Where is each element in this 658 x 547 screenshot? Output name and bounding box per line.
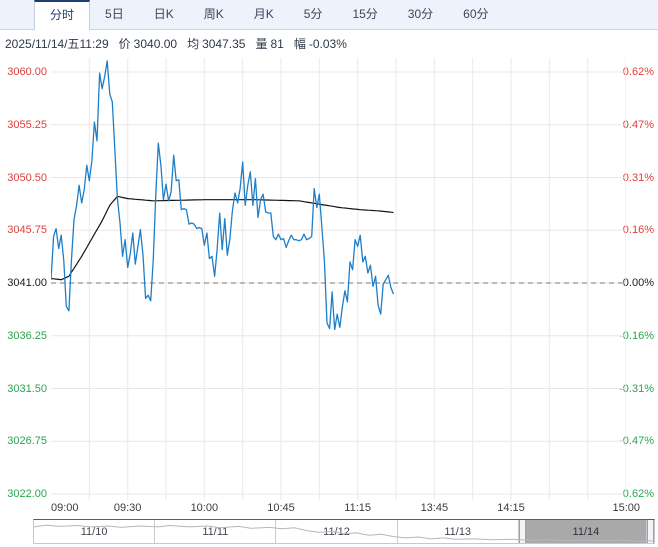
x-axis-time-label: 11:15 <box>344 502 372 514</box>
tab-15分[interactable]: 15分 <box>352 7 378 21</box>
status-field: 幅 -0.03% <box>293 36 347 51</box>
intraday-price-plot[interactable] <box>50 58 627 500</box>
y-axis-percent-label: 0.62% <box>622 66 654 78</box>
status-fields: 价 3040.00 均 3047.35 量 81 幅 -0.03% <box>109 35 347 52</box>
navigator-day-11-14[interactable]: 11/14 <box>525 520 648 543</box>
navigator-day-11-10[interactable]: 11/10 <box>34 520 156 543</box>
y-axis-percent-label: -0.62% <box>619 488 654 500</box>
navigator-day-11-12[interactable]: 11/12 <box>276 520 398 543</box>
tab-60分[interactable]: 60分 <box>463 7 489 21</box>
tab-日K[interactable]: 日K <box>153 7 174 21</box>
date-range-navigator[interactable]: 11/10 11/11 11/12 11/13 11/14 <box>33 519 655 544</box>
y-axis-price-label: 3055.25 <box>7 118 47 131</box>
tab-30分[interactable]: 30分 <box>407 7 434 21</box>
plot-svg <box>50 58 627 500</box>
price-line <box>50 60 395 331</box>
navigator-right-handle[interactable] <box>647 520 655 543</box>
y-axis-price-label: 3022.00 <box>7 488 47 500</box>
x-axis-time-label: 13:45 <box>420 502 449 514</box>
y-axis-percent-label: -0.00% <box>619 277 654 289</box>
y-axis-percent-label: -0.31% <box>619 382 654 395</box>
tab-5日[interactable]: 5日 <box>105 7 124 21</box>
y-axis-percent-label: -0.47% <box>619 435 654 448</box>
status-bar: 2025/11/14/五11:29 价 3040.00 均 3047.35 量 81 幅 -0… <box>0 30 658 56</box>
status-field: 价 3040.00 <box>118 36 178 51</box>
status-field: 量 81 <box>255 36 284 51</box>
x-axis-time-label: 09:30 <box>113 502 142 514</box>
y-axis-percent-label: -0.16% <box>619 329 654 342</box>
x-axis-time-label: 15:00 <box>612 502 640 514</box>
y-axis-price-label: 3026.75 <box>7 435 47 448</box>
tab-月K[interactable]: 月K <box>253 7 274 21</box>
y-axis-price-label: 3060.00 <box>7 66 47 78</box>
x-axis-time-label: 14:15 <box>497 502 525 514</box>
navigator-left-handle[interactable] <box>518 520 526 543</box>
y-axis-price-label: 3041.00 <box>7 277 47 289</box>
y-axis-percent-label: 0.31% <box>622 171 654 184</box>
tab-周K[interactable]: 周K <box>203 7 224 21</box>
y-axis-price-label: 3050.50 <box>7 171 47 184</box>
navigator-day-11-11[interactable]: 11/11 <box>155 520 277 543</box>
tab-bar: 分时 5日 日K 周K 月K 5分 15分 30分 60分 <box>0 0 658 30</box>
navigator-day-11-13[interactable]: 11/13 <box>398 520 519 543</box>
y-axis-price-label: 3045.75 <box>7 224 47 237</box>
tab-5分[interactable]: 5分 <box>303 7 323 21</box>
status-field: 均 3047.35 <box>187 36 246 51</box>
x-axis-time-label: 09:00 <box>51 502 79 514</box>
average-price-line <box>50 195 394 281</box>
y-axis-price-label: 3031.50 <box>7 382 47 395</box>
x-axis-time-label: 10:00 <box>190 502 219 514</box>
tab-分时[interactable]: 分时 <box>34 0 91 30</box>
y-axis-price-label: 3036.25 <box>7 329 47 342</box>
y-axis-percent-label: 0.16% <box>622 224 654 237</box>
x-axis-time-label: 10:45 <box>267 502 295 514</box>
y-axis-percent-label: 0.47% <box>622 118 654 131</box>
status-datetime: 2025/11/14/五11:29 <box>5 36 109 51</box>
